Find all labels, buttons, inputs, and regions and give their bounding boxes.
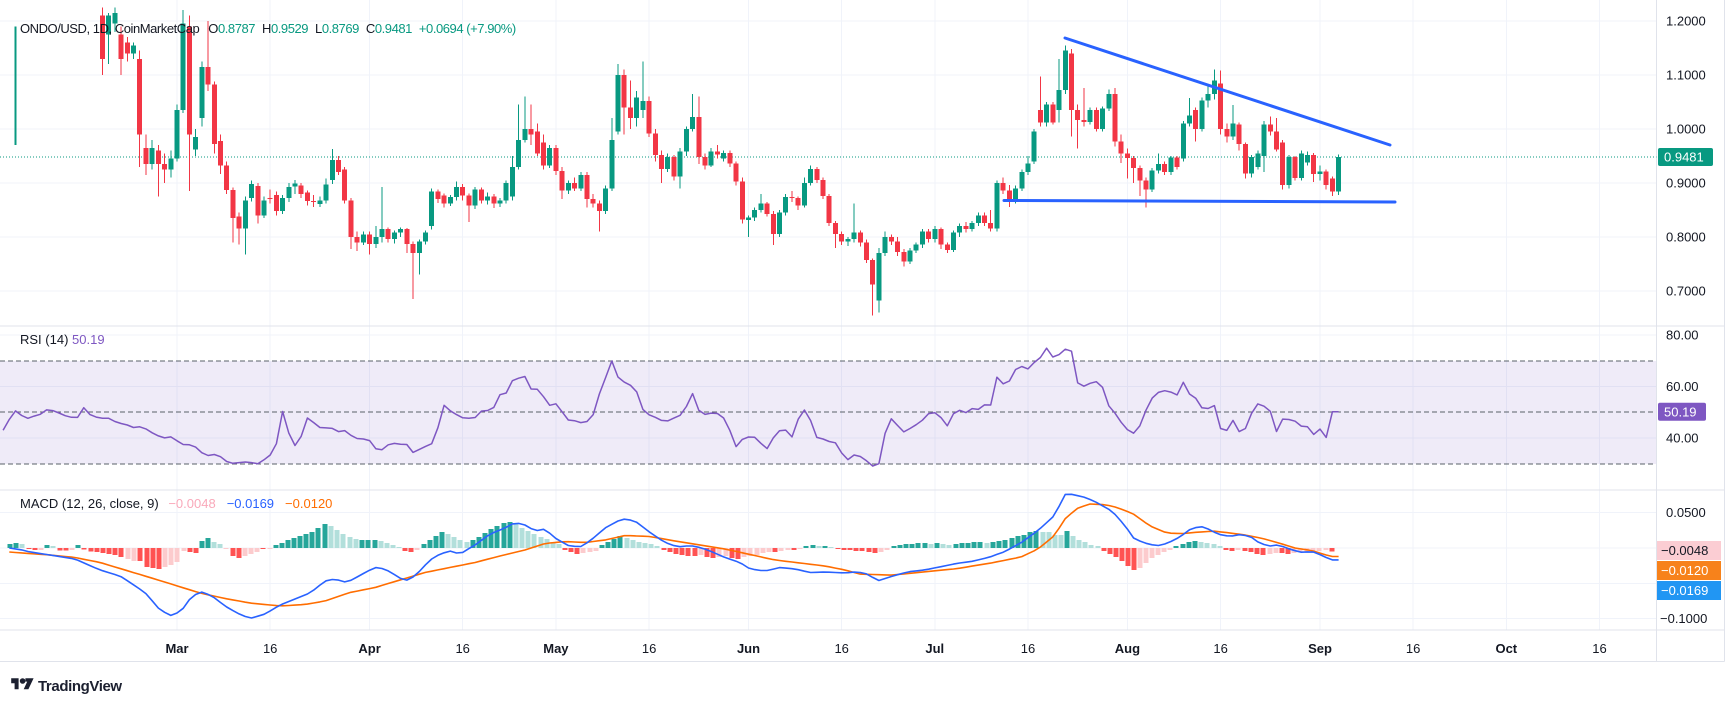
svg-text:−0.0120: −0.0120 bbox=[1661, 563, 1708, 578]
svg-text:40.00: 40.00 bbox=[1666, 431, 1699, 446]
svg-text:Aug: Aug bbox=[1115, 641, 1140, 656]
svg-text:RSI (14) 50.19: RSI (14) 50.19 bbox=[20, 332, 105, 347]
svg-text:50.19: 50.19 bbox=[1664, 404, 1697, 419]
svg-text:−0.0169: −0.0169 bbox=[1661, 583, 1708, 598]
svg-text:0.8000: 0.8000 bbox=[1666, 230, 1706, 245]
svg-text:Mar: Mar bbox=[165, 641, 188, 656]
svg-text:MACD (12, 26, close, 9) −0.004: MACD (12, 26, close, 9) −0.0048 −0.0169 −0… bbox=[20, 496, 332, 511]
svg-text:80.00: 80.00 bbox=[1666, 328, 1699, 343]
svg-text:16: 16 bbox=[263, 641, 277, 656]
svg-text:0.7000: 0.7000 bbox=[1666, 284, 1706, 299]
svg-text:−0.1000: −0.1000 bbox=[1660, 611, 1707, 626]
svg-text:16: 16 bbox=[1021, 641, 1035, 656]
svg-text:16: 16 bbox=[834, 641, 848, 656]
svg-text:16: 16 bbox=[1406, 641, 1420, 656]
svg-text:Sep: Sep bbox=[1308, 641, 1332, 656]
svg-text:May: May bbox=[543, 641, 569, 656]
svg-text:16: 16 bbox=[455, 641, 469, 656]
svg-text:16: 16 bbox=[642, 641, 656, 656]
svg-text:−0.0048: −0.0048 bbox=[1661, 543, 1708, 558]
svg-text:0.0500: 0.0500 bbox=[1666, 505, 1706, 520]
svg-text:Oct: Oct bbox=[1495, 641, 1517, 656]
svg-text:16: 16 bbox=[1592, 641, 1606, 656]
svg-text:1.0000: 1.0000 bbox=[1666, 122, 1706, 137]
svg-text:Jul: Jul bbox=[925, 641, 944, 656]
svg-text:1.1000: 1.1000 bbox=[1666, 68, 1706, 83]
svg-text:16: 16 bbox=[1213, 641, 1227, 656]
svg-text:0.9481: 0.9481 bbox=[1664, 150, 1704, 165]
svg-text:Apr: Apr bbox=[358, 641, 380, 656]
svg-text:TradingView: TradingView bbox=[38, 678, 122, 695]
svg-text:Jun: Jun bbox=[737, 641, 760, 656]
svg-text:60.00: 60.00 bbox=[1666, 379, 1699, 394]
svg-text:0.9000: 0.9000 bbox=[1666, 176, 1706, 191]
svg-text:1.2000: 1.2000 bbox=[1666, 14, 1706, 29]
